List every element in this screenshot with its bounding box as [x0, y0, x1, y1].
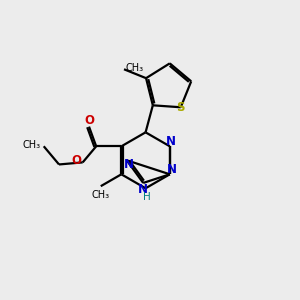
Text: O: O: [71, 154, 81, 167]
Text: N: N: [166, 134, 176, 148]
Text: S: S: [176, 101, 185, 114]
Text: CH₃: CH₃: [23, 140, 41, 150]
Text: CH₃: CH₃: [92, 190, 110, 200]
Text: CH₃: CH₃: [125, 63, 144, 73]
Text: N: N: [124, 158, 134, 171]
Text: O: O: [84, 114, 94, 127]
Text: N: N: [167, 164, 177, 176]
Text: N: N: [138, 183, 148, 196]
Text: H: H: [143, 192, 151, 202]
